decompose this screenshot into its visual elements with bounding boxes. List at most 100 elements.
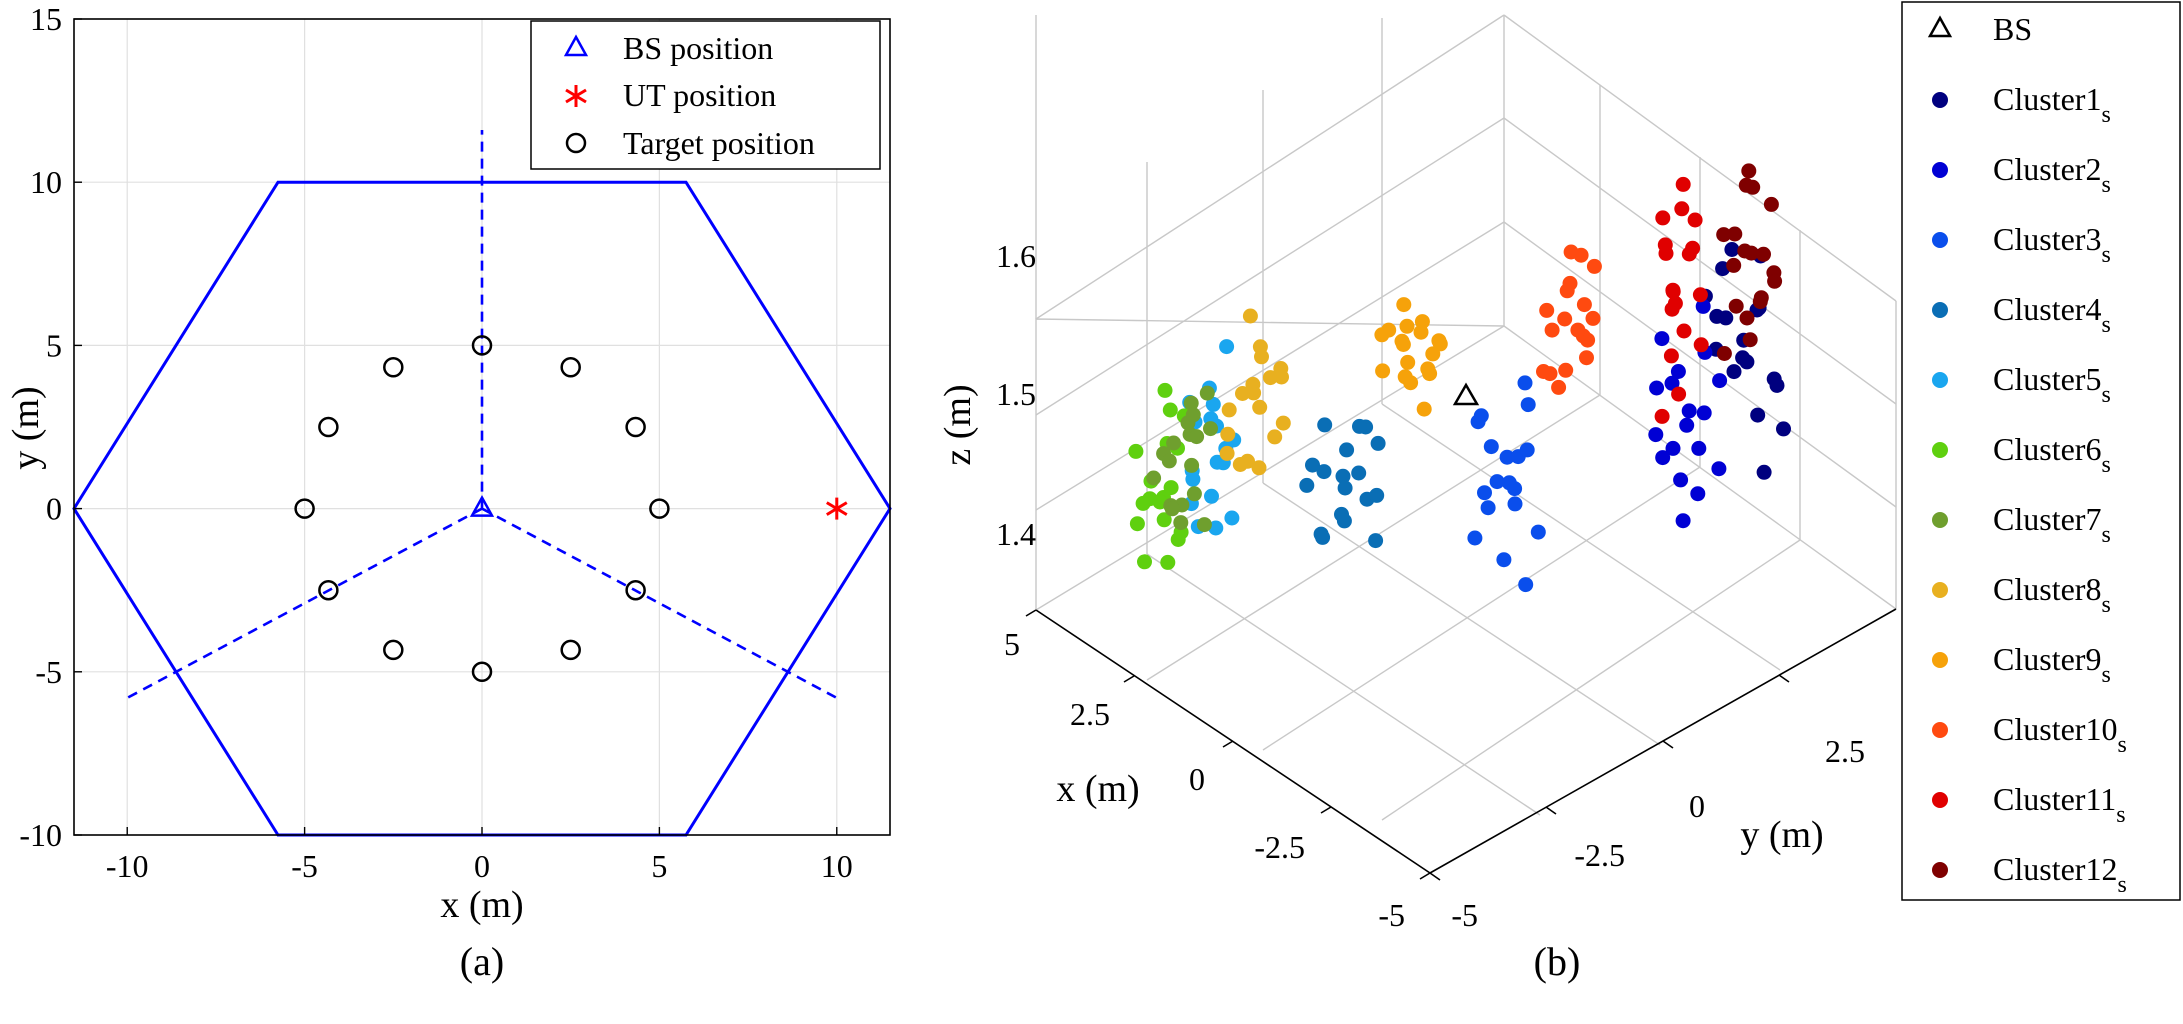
- cluster-point: [1496, 552, 1512, 568]
- x-tick-label: -10: [106, 848, 149, 884]
- cluster-point: [1685, 240, 1701, 256]
- legend-cluster-dot-icon: [1932, 442, 1948, 458]
- cluster-point: [1183, 395, 1199, 411]
- cluster-point: [1369, 487, 1385, 503]
- panel-a-plot: -10 -5 0 5 10 -10 -5 0 5 10 15 x (m) y (m) (a) BS …: [5, 1, 892, 984]
- cluster-point: [1663, 348, 1679, 364]
- legend-cluster-dot-icon: [1932, 302, 1948, 318]
- legend-target-label: Target position: [623, 125, 815, 161]
- cluster-point: [1204, 488, 1219, 504]
- bs-3d-marker: [1452, 382, 1480, 406]
- y-tick-label--5: -5: [1451, 897, 1478, 933]
- panel-b-caption: (b): [1534, 939, 1581, 984]
- cluster-point: [1716, 227, 1732, 243]
- cluster-point: [1166, 435, 1182, 451]
- cluster-point: [1189, 429, 1205, 445]
- cluster-point: [1576, 297, 1592, 313]
- cluster-point: [1739, 310, 1755, 326]
- cluster-point: [1692, 287, 1708, 303]
- x-tick-label: -5: [291, 848, 318, 884]
- panel-b-z-axis-label: z (m): [937, 384, 979, 465]
- z-tick-label-1.6: 1.6: [996, 238, 1036, 274]
- cluster-point: [1687, 212, 1703, 228]
- cluster-point: [1186, 486, 1202, 502]
- cluster-point: [1205, 396, 1221, 412]
- cluster-point: [1655, 210, 1671, 226]
- y-tick-label: 5: [46, 327, 62, 363]
- legend-cluster-dot-icon: [1932, 652, 1948, 668]
- cluster-point: [1221, 402, 1237, 418]
- bs-marker: [469, 495, 495, 517]
- legend-cluster-dot-icon: [1932, 372, 1948, 388]
- cluster-point: [1489, 474, 1505, 490]
- cluster-point: [1416, 401, 1432, 417]
- legend-cluster-dot-icon: [1932, 792, 1948, 808]
- y-tick-label: -5: [35, 654, 62, 690]
- cluster-point: [1665, 282, 1681, 298]
- legend-target-circle-icon: [565, 132, 587, 154]
- cluster-point: [1160, 554, 1176, 570]
- cluster-point: [1352, 418, 1367, 434]
- cluster-point: [1370, 435, 1386, 451]
- cluster-point: [1767, 273, 1783, 289]
- target-point: [560, 357, 581, 378]
- cluster-point: [1219, 339, 1235, 355]
- x-tick-label--2.5: -2.5: [1254, 829, 1305, 865]
- cluster-point: [1467, 530, 1483, 546]
- cluster-point: [1396, 297, 1412, 313]
- cluster-point: [1675, 176, 1691, 192]
- cluster-point: [1316, 464, 1332, 480]
- target-point: [383, 357, 404, 378]
- cluster-point: [1220, 426, 1236, 442]
- cluster-point: [1232, 457, 1248, 472]
- legend-subscript: s: [2101, 382, 2110, 408]
- legend-cluster-label: BS: [1993, 11, 2032, 47]
- cluster-point: [1530, 524, 1546, 540]
- cluster-point: [1368, 533, 1384, 549]
- cluster-point: [1665, 440, 1681, 456]
- cluster-point: [1673, 472, 1689, 488]
- panel-a-legend: BS position UT position Target position: [530, 20, 881, 170]
- cluster-point: [1570, 322, 1586, 338]
- cluster-point: [1219, 445, 1235, 461]
- cluster-point: [1254, 349, 1269, 365]
- legend-subscript: s: [2101, 172, 2110, 198]
- cluster-point: [1507, 481, 1523, 497]
- cluster-point: [1209, 454, 1225, 470]
- cluster-point: [1517, 375, 1533, 391]
- target-point: [318, 416, 339, 438]
- cluster-point: [1499, 449, 1515, 465]
- cluster-point: [1756, 246, 1771, 262]
- panel-a-legend-box: [530, 20, 881, 170]
- target-markers: [294, 335, 670, 683]
- panel-a-caption: (a): [460, 939, 504, 984]
- x-tick-label: 5: [651, 848, 667, 884]
- panel-b-axes: [1025, 608, 1897, 881]
- cluster-point: [1691, 440, 1707, 456]
- y-tick-label--2.5: -2.5: [1574, 837, 1625, 873]
- cluster-point: [1551, 379, 1567, 395]
- legend-subscript: s: [2101, 452, 2110, 478]
- cluster-point: [1252, 399, 1268, 415]
- target-point: [625, 579, 646, 601]
- cluster-point: [1299, 477, 1315, 493]
- cluster-point: [1520, 397, 1536, 413]
- cluster-point: [1422, 366, 1438, 382]
- cluster-point: [1670, 364, 1686, 379]
- cluster-point: [1162, 402, 1178, 418]
- panel-b-legend-box: [1901, 1, 2181, 901]
- cluster-point: [1726, 257, 1742, 273]
- cluster-point: [1724, 242, 1740, 257]
- x-tick-label-2.5: 2.5: [1070, 696, 1110, 732]
- cluster-point: [1185, 407, 1201, 423]
- cluster-point: [1483, 439, 1499, 455]
- cluster-point: [1317, 417, 1333, 433]
- cluster-point: [1654, 408, 1670, 424]
- panel-a-ticks: -10 -5 0 5 10 -10 -5 0 5 10 15: [19, 1, 852, 884]
- cluster-point: [1676, 323, 1692, 339]
- ut-asterisk-stroke: [826, 501, 848, 516]
- y-tick-label: -10: [19, 817, 62, 853]
- cluster-point: [1173, 515, 1189, 531]
- cluster-point: [1351, 465, 1367, 481]
- cluster-point: [1224, 510, 1240, 526]
